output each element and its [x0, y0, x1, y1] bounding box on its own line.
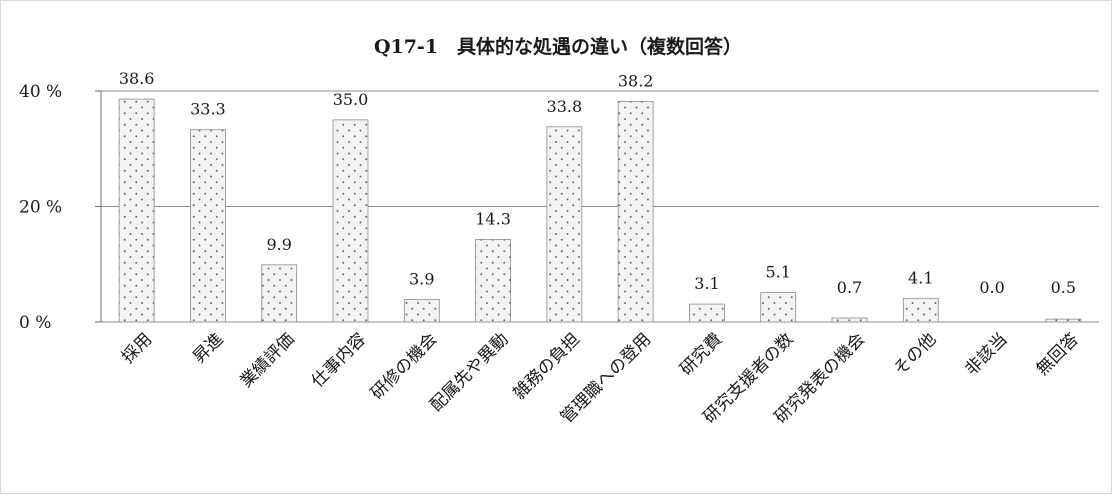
- data-label: 35.0: [333, 90, 369, 109]
- data-label: 38.6: [119, 69, 155, 88]
- data-label: 0.7: [837, 278, 862, 297]
- x-tick-label: 研修の機会: [367, 329, 441, 403]
- bar: [902, 297, 939, 323]
- bar: [332, 119, 369, 323]
- chart-title: Q17-1 具体的な処遇の違い（複数回答）: [374, 35, 742, 58]
- data-label: 3.1: [694, 274, 719, 293]
- data-label: 4.1: [908, 268, 933, 287]
- bar: [689, 303, 725, 323]
- x-tick-label: 研究費: [676, 329, 726, 379]
- bar: [760, 292, 797, 323]
- data-label: 9.9: [266, 235, 291, 254]
- y-tick-label: 0 %: [19, 313, 51, 333]
- x-tick-label: 業績評価: [237, 329, 299, 391]
- y-tick-label: 20 %: [19, 198, 62, 218]
- x-tick-label: 昇進: [189, 329, 227, 367]
- data-label: 33.8: [547, 97, 583, 116]
- x-tick-label: その他: [890, 329, 940, 379]
- x-tick-label: 無回答: [1033, 329, 1083, 379]
- y-tick-label: 40 %: [19, 82, 62, 102]
- data-label: 33.3: [190, 100, 226, 119]
- x-tick-label: 採用: [118, 329, 156, 367]
- bar: [546, 126, 583, 323]
- x-tick-label: 仕事内容: [308, 329, 370, 391]
- data-label: 0.0: [979, 278, 1004, 297]
- bar: [1045, 318, 1082, 323]
- bar: [831, 317, 868, 323]
- data-label: 3.9: [409, 269, 434, 288]
- x-tick-label: 非該当: [961, 329, 1011, 379]
- bar: [403, 299, 440, 323]
- data-label: 14.3: [475, 209, 511, 228]
- data-label: 5.1: [765, 263, 790, 282]
- data-label: 38.2: [618, 71, 654, 90]
- bar: [617, 100, 654, 323]
- bar: [118, 98, 155, 323]
- labels-layer: 38.6採用33.3昇進9.9業績評価35.0仕事内容3.9研修の機会14.3配…: [118, 69, 1083, 428]
- bar: [475, 239, 511, 323]
- x-tick-label: 雑務の負担: [510, 329, 584, 403]
- bar: [190, 129, 226, 323]
- bar: [261, 264, 298, 323]
- bars-layer: [118, 98, 1082, 323]
- data-label: 0.5: [1051, 278, 1076, 297]
